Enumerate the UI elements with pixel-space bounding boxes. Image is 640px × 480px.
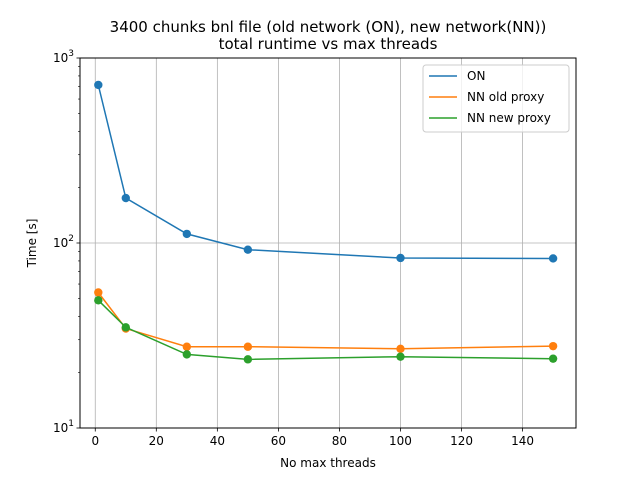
data-point bbox=[548, 254, 558, 263]
x-axis-label: No max threads bbox=[280, 456, 376, 470]
chart-title-line-1: 3400 chunks bnl file (old network (ON), … bbox=[110, 18, 547, 36]
series-layer bbox=[94, 80, 558, 364]
axis-ticks: 0 20 40 60 80 100 120 140 101 102 103 bbox=[53, 49, 534, 448]
data-point bbox=[243, 355, 253, 364]
x-tick-label: 0 bbox=[91, 434, 99, 448]
data-point bbox=[182, 342, 192, 351]
data-point bbox=[121, 323, 130, 332]
legend-entry: ON bbox=[467, 69, 485, 83]
data-point bbox=[182, 229, 192, 239]
x-tick-label: 140 bbox=[511, 434, 534, 448]
x-tick-label: 120 bbox=[450, 434, 473, 448]
legend: ON NN old proxy NN new proxy bbox=[422, 64, 570, 133]
x-tick-label: 20 bbox=[149, 434, 164, 448]
x-tick-label: 80 bbox=[332, 434, 347, 448]
x-tick-label: 60 bbox=[271, 434, 286, 448]
y-axis-label: Time [s] bbox=[25, 219, 39, 269]
y-tick-label: 102 bbox=[53, 234, 74, 250]
data-point bbox=[548, 354, 558, 363]
data-point bbox=[396, 344, 405, 353]
x-tick-label: 100 bbox=[389, 434, 412, 448]
x-tick-label: 40 bbox=[210, 434, 225, 448]
series-line-0 bbox=[97, 84, 554, 260]
chart-title-line-2: total runtime vs max threads bbox=[219, 35, 438, 53]
data-point bbox=[94, 296, 103, 305]
data-point bbox=[243, 245, 253, 254]
legend-entry: NN new proxy bbox=[467, 111, 551, 125]
data-point bbox=[396, 352, 405, 361]
legend-box bbox=[422, 64, 570, 133]
data-point bbox=[182, 350, 192, 359]
data-point bbox=[94, 80, 103, 90]
series-line-2 bbox=[97, 299, 554, 361]
y-tick-label: 101 bbox=[53, 419, 74, 435]
data-point bbox=[121, 193, 130, 203]
y-tick-label: 103 bbox=[53, 49, 74, 65]
data-point bbox=[243, 342, 253, 351]
legend-entry: NN old proxy bbox=[467, 90, 544, 104]
data-point bbox=[548, 341, 558, 351]
data-point bbox=[94, 288, 103, 297]
data-point bbox=[396, 253, 405, 263]
